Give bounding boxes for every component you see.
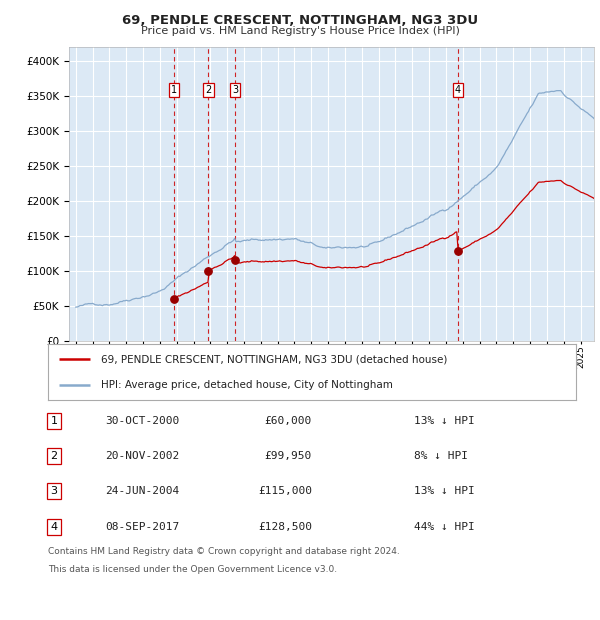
Text: £60,000: £60,000 [265, 415, 312, 426]
Text: 2: 2 [50, 451, 58, 461]
Point [230, 255, 240, 265]
Text: 3: 3 [50, 486, 58, 497]
Point [169, 294, 179, 304]
Text: 4: 4 [454, 85, 461, 95]
Text: 08-SEP-2017: 08-SEP-2017 [105, 521, 179, 532]
Text: Contains HM Land Registry data © Crown copyright and database right 2024.: Contains HM Land Registry data © Crown c… [48, 547, 400, 557]
Text: £115,000: £115,000 [258, 486, 312, 497]
Text: 1: 1 [50, 415, 58, 426]
Text: 2: 2 [205, 85, 212, 95]
Text: 4: 4 [50, 521, 58, 532]
Text: 69, PENDLE CRESCENT, NOTTINGHAM, NG3 3DU: 69, PENDLE CRESCENT, NOTTINGHAM, NG3 3DU [122, 14, 478, 27]
Text: This data is licensed under the Open Government Licence v3.0.: This data is licensed under the Open Gov… [48, 565, 337, 574]
Point [453, 246, 463, 256]
Text: 30-OCT-2000: 30-OCT-2000 [105, 415, 179, 426]
Text: 44% ↓ HPI: 44% ↓ HPI [414, 521, 475, 532]
Text: 13% ↓ HPI: 13% ↓ HPI [414, 415, 475, 426]
Text: 20-NOV-2002: 20-NOV-2002 [105, 451, 179, 461]
Text: 13% ↓ HPI: 13% ↓ HPI [414, 486, 475, 497]
Text: HPI: Average price, detached house, City of Nottingham: HPI: Average price, detached house, City… [101, 380, 392, 390]
Text: 69, PENDLE CRESCENT, NOTTINGHAM, NG3 3DU (detached house): 69, PENDLE CRESCENT, NOTTINGHAM, NG3 3DU… [101, 354, 447, 364]
Text: £99,950: £99,950 [265, 451, 312, 461]
Text: 8% ↓ HPI: 8% ↓ HPI [414, 451, 468, 461]
Text: Price paid vs. HM Land Registry's House Price Index (HPI): Price paid vs. HM Land Registry's House … [140, 26, 460, 36]
Text: 1: 1 [171, 85, 177, 95]
Text: £128,500: £128,500 [258, 521, 312, 532]
Text: 3: 3 [232, 85, 238, 95]
Text: 24-JUN-2004: 24-JUN-2004 [105, 486, 179, 497]
Point [203, 266, 213, 276]
